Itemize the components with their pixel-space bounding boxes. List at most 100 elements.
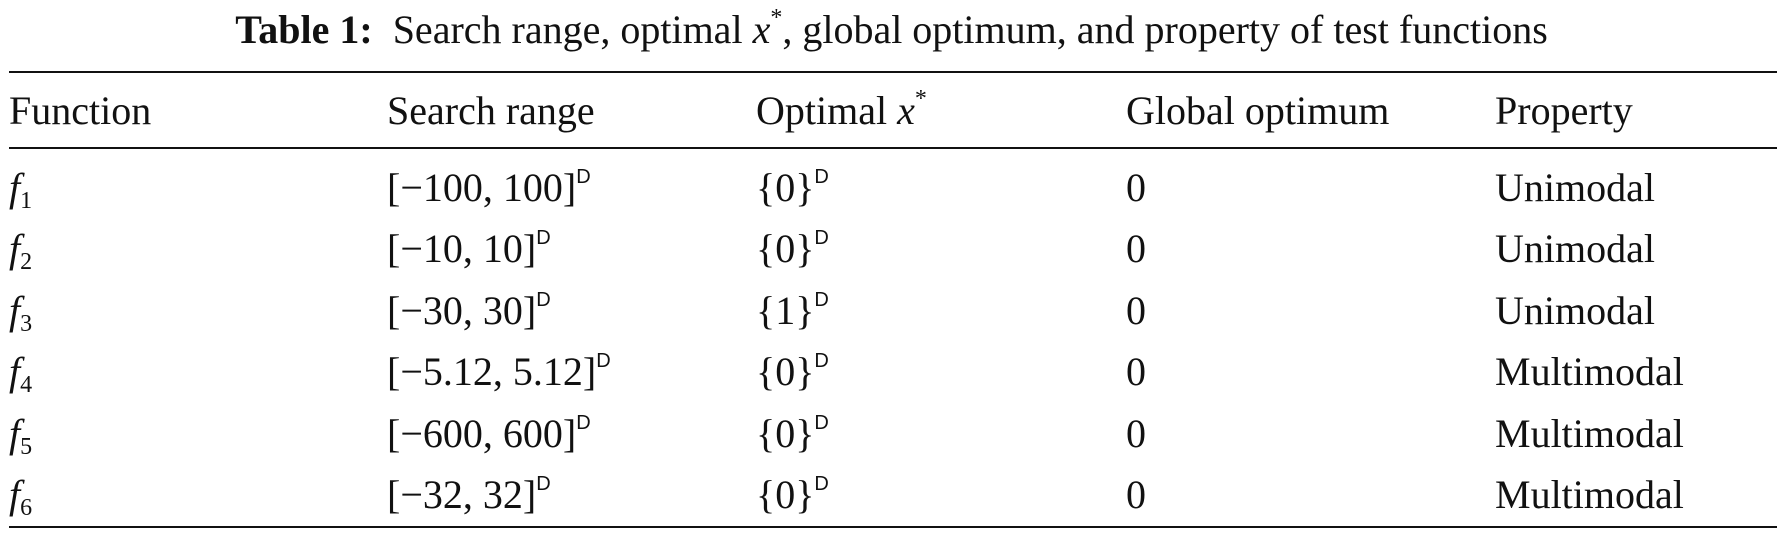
table-caption: Table 1: Search range, optimal x*, globa…: [0, 6, 1783, 53]
function-cell: f4: [9, 349, 32, 398]
function-index: 2: [20, 249, 33, 276]
property-cell: Multimodal: [1495, 410, 1684, 456]
caption-var: x: [752, 7, 771, 52]
range-power: D: [536, 473, 551, 495]
optimal-power: D: [814, 166, 829, 188]
range-power: D: [596, 350, 611, 373]
header-cell: Search range: [387, 91, 595, 131]
optimum-text: 0: [1126, 226, 1146, 272]
range-text: [−600, 600]: [387, 410, 577, 456]
property-text: Unimodal: [1495, 287, 1655, 333]
function-cell: f1: [9, 165, 32, 214]
range-cell: [−600, 600]D: [387, 410, 591, 456]
function-index: 3: [20, 310, 33, 337]
range-text: [−10, 10]: [387, 226, 537, 272]
optimal-text: {0}: [756, 410, 815, 456]
function-name: f: [9, 226, 21, 272]
optimal-text: {0}: [756, 349, 815, 395]
range-power: D: [576, 411, 591, 434]
header-text: Global optimum: [1126, 88, 1390, 133]
function-name: f: [9, 287, 21, 333]
header-text: Property: [1495, 88, 1633, 133]
header-cell: Global optimum: [1126, 91, 1389, 131]
header-cell: Function: [9, 91, 151, 131]
optimal-cell: {1}D: [756, 287, 829, 333]
range-text: [−100, 100]: [387, 165, 577, 210]
optimum-text: 0: [1126, 287, 1146, 333]
function-index: 4: [20, 372, 33, 399]
range-power: D: [536, 288, 551, 311]
range-power: D: [536, 227, 551, 250]
optimum-cell: 0: [1126, 475, 1146, 515]
range-text: [−32, 32]: [387, 472, 537, 517]
optimal-text: {1}: [756, 287, 815, 333]
function-name: f: [9, 472, 21, 517]
optimal-power: D: [814, 350, 829, 373]
caption-label: Table 1:: [235, 7, 373, 52]
optimal-text: {0}: [756, 472, 815, 517]
header-rule: [9, 147, 1777, 149]
property-cell: Multimodal: [1495, 475, 1684, 515]
optimal-cell: {0}D: [756, 226, 829, 272]
optimal-power: D: [814, 473, 829, 495]
property-cell: Unimodal: [1495, 287, 1655, 333]
range-cell: [−100, 100]D: [387, 165, 591, 210]
header-sup: *: [914, 86, 927, 112]
property-cell: Multimodal: [1495, 352, 1684, 392]
function-name: f: [9, 410, 21, 456]
optimum-cell: 0: [1126, 168, 1146, 208]
optimum-cell: 0: [1126, 287, 1146, 333]
optimum-cell: 0: [1126, 410, 1146, 456]
optimum-cell: 0: [1126, 229, 1146, 269]
optimum-cell: 0: [1126, 352, 1146, 392]
header-text: Optimal: [756, 88, 898, 133]
function-index: 1: [20, 188, 33, 215]
range-cell: [−32, 32]D: [387, 472, 551, 517]
range-cell: [−5.12, 5.12]D: [387, 349, 611, 395]
optimum-text: 0: [1126, 472, 1146, 517]
optimal-cell: {0}D: [756, 410, 829, 456]
function-name: f: [9, 165, 21, 210]
function-name: f: [9, 349, 21, 395]
function-cell: f2: [9, 226, 32, 275]
optimal-text: {0}: [756, 226, 815, 272]
caption-sup: *: [770, 5, 783, 31]
property-cell: Unimodal: [1495, 229, 1655, 269]
property-text: Multimodal: [1495, 410, 1684, 456]
range-cell: [−30, 30]D: [387, 287, 551, 333]
range-cell: [−10, 10]D: [387, 226, 551, 272]
bottom-rule: [9, 526, 1777, 528]
optimum-text: 0: [1126, 410, 1146, 456]
optimal-cell: {0}D: [756, 349, 829, 395]
range-power: D: [576, 166, 591, 188]
caption-text: , global optimum, and property of test f…: [782, 7, 1548, 52]
function-index: 5: [20, 433, 33, 460]
optimal-power: D: [814, 411, 829, 434]
optimal-cell: {0}D: [756, 472, 829, 517]
range-text: [−30, 30]: [387, 287, 537, 333]
optimal-power: D: [814, 227, 829, 250]
header-text: Function: [9, 88, 152, 133]
header-var: x: [897, 88, 915, 133]
optimal-power: D: [814, 288, 829, 311]
optimum-text: 0: [1126, 349, 1146, 395]
property-cell: Unimodal: [1495, 168, 1655, 208]
optimal-cell: {0}D: [756, 165, 829, 210]
property-text: Unimodal: [1495, 226, 1655, 272]
header-cell: Property: [1495, 91, 1633, 131]
range-text: [−5.12, 5.12]: [387, 349, 597, 395]
optimum-text: 0: [1126, 165, 1146, 210]
property-text: Multimodal: [1495, 472, 1684, 517]
caption-text: Search range, optimal: [392, 7, 753, 52]
function-cell: f5: [9, 410, 32, 459]
property-text: Multimodal: [1495, 349, 1684, 395]
property-text: Unimodal: [1495, 165, 1655, 210]
function-cell: f6: [9, 472, 32, 521]
function-index: 6: [20, 495, 33, 522]
header-cell: Optimal x*: [756, 87, 927, 133]
top-rule: [9, 71, 1777, 73]
header-text: Search range: [387, 88, 595, 133]
function-cell: f3: [9, 287, 32, 336]
optimal-text: {0}: [756, 165, 815, 210]
